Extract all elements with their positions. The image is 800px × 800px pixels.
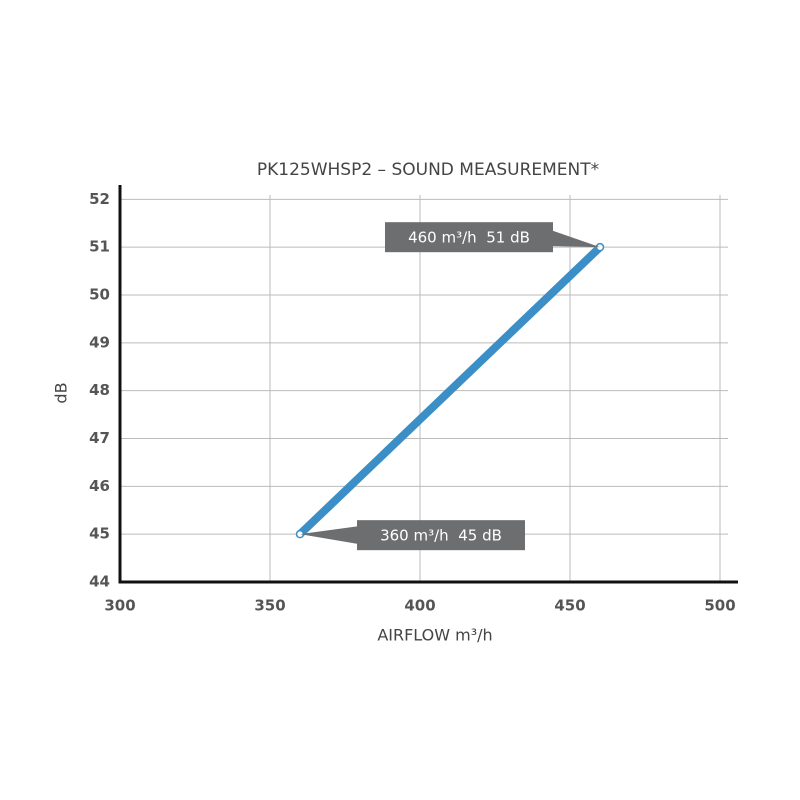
y-tick-label: 44: [89, 573, 110, 591]
y-axis-label: dB: [52, 382, 71, 403]
x-tick-label: 350: [254, 597, 285, 615]
y-tick-label: 48: [89, 381, 110, 399]
y-tick-label: 52: [89, 190, 110, 208]
x-tick-label: 400: [404, 597, 435, 615]
x-axis-label: AIRFLOW m³/h: [377, 626, 492, 645]
x-tick-label: 450: [554, 597, 585, 615]
data-label: 360 m³/h 45 dB: [380, 527, 502, 545]
x-tick-label: 300: [104, 597, 135, 615]
data-label: 460 m³/h 51 dB: [408, 229, 530, 247]
callout-pointer: [551, 230, 600, 248]
callout-pointer: [300, 526, 359, 545]
callout-box: [357, 520, 525, 551]
chart-title: PK125WHSP2 – SOUND MEASUREMENT*: [257, 160, 599, 180]
y-tick-label: 51: [89, 238, 110, 256]
y-tick-label: 50: [89, 286, 110, 304]
callout-box: [385, 222, 553, 253]
x-tick-label: 500: [704, 597, 735, 615]
y-tick-label: 47: [89, 429, 110, 447]
y-tick-label: 45: [89, 525, 110, 543]
data-line: [297, 244, 603, 538]
y-tick-label: 46: [89, 477, 110, 495]
y-tick-label: 49: [89, 333, 110, 351]
